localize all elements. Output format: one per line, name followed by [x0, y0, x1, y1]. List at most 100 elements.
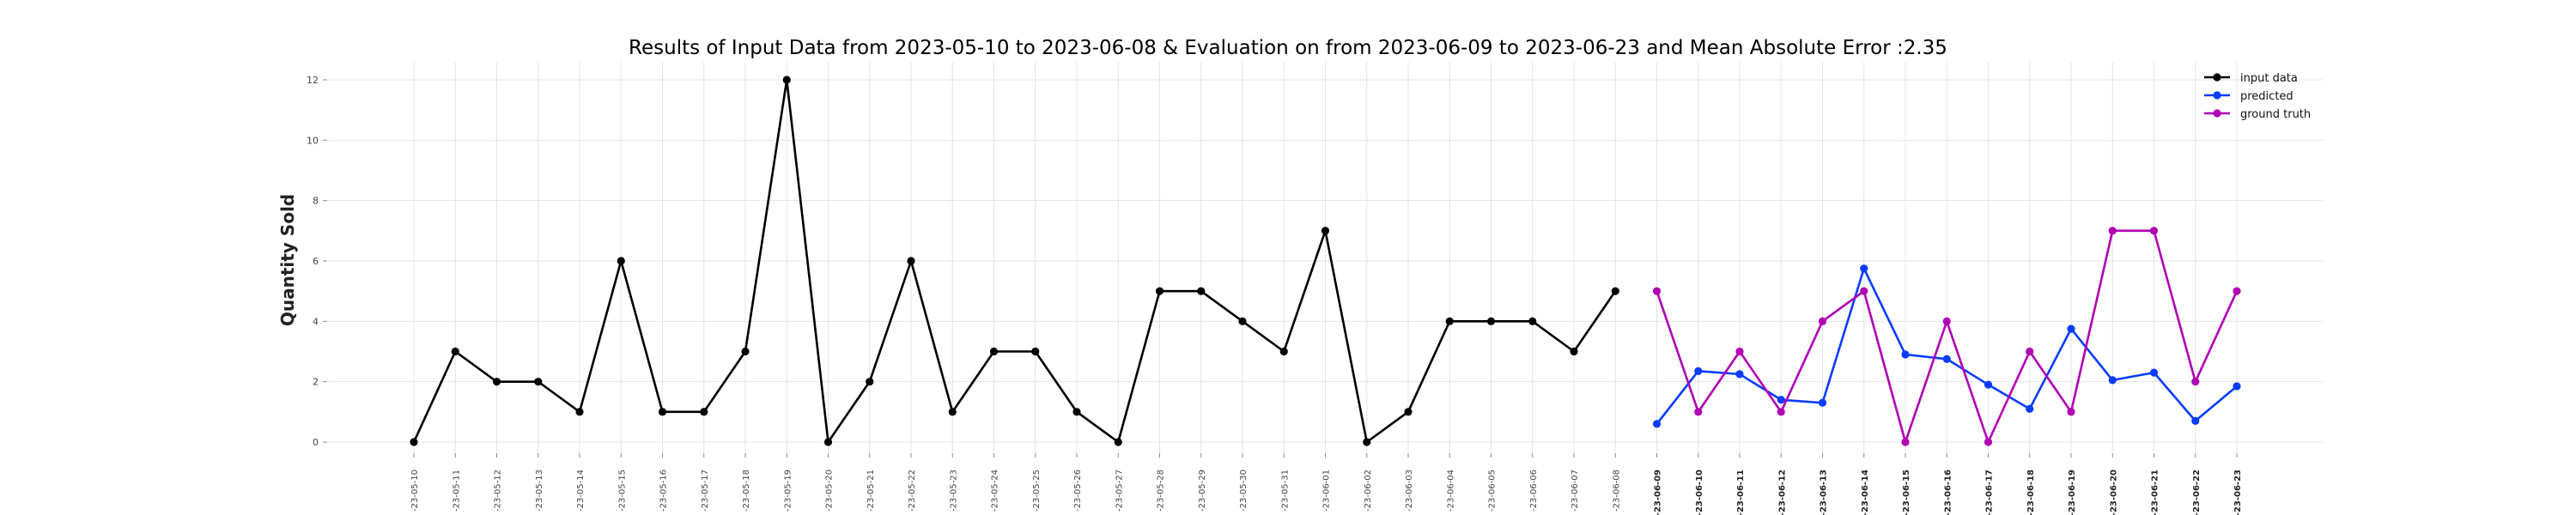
- data-point-input-data: [989, 347, 999, 356]
- x-tick-label: -23-05-24: [991, 470, 1000, 512]
- data-point-input-data: [1570, 347, 1578, 356]
- x-tick-label: -23-05-28: [1157, 470, 1166, 512]
- x-tick-label: -23-05-27: [1115, 470, 1124, 512]
- data-point-predicted: [2108, 376, 2117, 385]
- data-point-predicted: [2191, 416, 2200, 425]
- x-tick-label: -23-06-14: [1861, 470, 1870, 515]
- data-point-input-data: [1238, 317, 1247, 325]
- data-point-input-data: [658, 408, 667, 416]
- data-point-ground-truth: [2233, 287, 2241, 295]
- data-point-input-data: [1072, 408, 1081, 416]
- x-tick-label: -23-05-23: [949, 470, 958, 512]
- x-tick-label: -23-06-22: [2192, 470, 2202, 515]
- data-point-input-data: [1321, 227, 1330, 235]
- x-tick-label: -23-06-08: [1612, 470, 1621, 512]
- x-tick-label: -23-05-22: [908, 470, 917, 512]
- x-tick-label: -23-06-02: [1364, 470, 1373, 512]
- data-point-input-data: [575, 408, 584, 416]
- data-point-predicted: [1652, 420, 1662, 428]
- x-tick-label: -23-05-11: [452, 470, 461, 512]
- data-point-input-data: [1611, 287, 1619, 295]
- data-point-ground-truth: [1860, 287, 1868, 295]
- data-point-input-data: [534, 378, 543, 386]
- x-tick-label: -23-06-10: [1695, 470, 1704, 515]
- data-point-input-data: [1486, 317, 1496, 325]
- x-tick-label: -23-06-19: [2068, 470, 2077, 515]
- data-point-input-data: [1197, 287, 1206, 295]
- data-point-input-data: [1528, 317, 1537, 325]
- data-point-input-data: [1031, 347, 1040, 356]
- data-point-ground-truth: [1818, 317, 1827, 325]
- x-tick-label: -23-06-04: [1446, 470, 1455, 512]
- data-point-input-data: [1363, 438, 1371, 446]
- data-point-predicted: [1901, 350, 1910, 359]
- data-point-ground-truth: [2149, 227, 2159, 235]
- data-point-input-data: [823, 438, 833, 446]
- x-tick-label: -23-05-31: [1280, 470, 1290, 512]
- x-tick-label: -23-05-16: [659, 470, 669, 512]
- x-tick-label: -23-05-25: [1032, 470, 1042, 512]
- x-tick-label: -23-06-09: [1654, 470, 1663, 515]
- data-point-predicted: [2026, 404, 2034, 413]
- data-point-input-data: [617, 257, 625, 265]
- data-point-predicted: [2233, 382, 2241, 391]
- grid-lines: [328, 62, 2323, 452]
- x-tick-label: -23-05-15: [617, 470, 627, 512]
- data-point-input-data: [948, 408, 957, 416]
- series-layer: [410, 76, 2241, 446]
- y-tick-label: 0: [313, 437, 319, 448]
- data-point-ground-truth: [1984, 438, 1993, 446]
- series-line-input-data: [412, 78, 1617, 444]
- legend: input data predicted ground truth: [2204, 72, 2311, 121]
- x-tick-label: -23-05-29: [1198, 470, 1207, 512]
- data-point-predicted: [1984, 380, 1993, 389]
- data-point-input-data: [700, 408, 708, 416]
- x-tick-label: -23-05-17: [701, 470, 710, 512]
- data-point-input-data: [1445, 317, 1454, 325]
- x-tick-label: -23-05-19: [783, 470, 793, 512]
- y-tick-label: 6: [313, 256, 319, 267]
- data-point-input-data: [492, 378, 501, 386]
- x-tick-label: -23-05-20: [825, 470, 835, 512]
- data-point-ground-truth: [1735, 347, 1744, 356]
- y-tick-label: 8: [313, 196, 319, 207]
- x-tick-label: -23-06-13: [1820, 470, 1829, 515]
- x-tick-label: -23-06-06: [1529, 470, 1539, 512]
- legend-marker-predicted: [2213, 91, 2221, 100]
- x-tick-label: -23-06-23: [2233, 470, 2243, 515]
- x-tick-label: -23-05-30: [1239, 470, 1249, 512]
- x-tick-label: -23-06-15: [1902, 470, 1911, 515]
- data-point-predicted: [2149, 368, 2159, 377]
- data-point-ground-truth: [2108, 227, 2117, 235]
- x-tick-label: -23-06-05: [1488, 470, 1498, 512]
- data-point-ground-truth: [2191, 378, 2200, 386]
- data-point-ground-truth: [1901, 438, 1910, 446]
- data-point-input-data: [782, 76, 791, 84]
- x-tick-label: -23-05-21: [866, 470, 876, 512]
- data-point-predicted: [2067, 324, 2075, 333]
- data-point-ground-truth: [1694, 408, 1703, 416]
- data-point-ground-truth: [2067, 408, 2075, 416]
- y-tick-label: 12: [307, 75, 319, 86]
- data-point-input-data: [741, 347, 750, 356]
- y-tick-label: 4: [313, 316, 319, 327]
- data-point-input-data: [451, 347, 459, 356]
- x-tick-label: -23-06-12: [1777, 470, 1787, 515]
- chart-title: Results of Input Data from 2023-05-10 to…: [629, 37, 1947, 59]
- x-tick-label: -23-06-18: [2026, 470, 2036, 515]
- data-point-input-data: [1279, 347, 1288, 356]
- data-point-predicted: [1735, 370, 1744, 379]
- legend-marker-ground-truth: [2213, 109, 2221, 118]
- data-point-predicted: [1818, 398, 1827, 407]
- y-tick-label: 10: [307, 135, 319, 146]
- data-point-input-data: [1404, 408, 1413, 416]
- data-point-input-data: [866, 378, 874, 386]
- data-point-predicted: [1777, 396, 1785, 404]
- data-point-ground-truth: [1652, 287, 1662, 295]
- y-axis-label: Quantity Sold: [277, 194, 298, 326]
- data-point-ground-truth: [2026, 347, 2034, 356]
- x-tick-label: -23-05-14: [576, 470, 586, 512]
- x-tick-label: -23-05-12: [494, 470, 503, 512]
- data-point-input-data: [1114, 438, 1122, 446]
